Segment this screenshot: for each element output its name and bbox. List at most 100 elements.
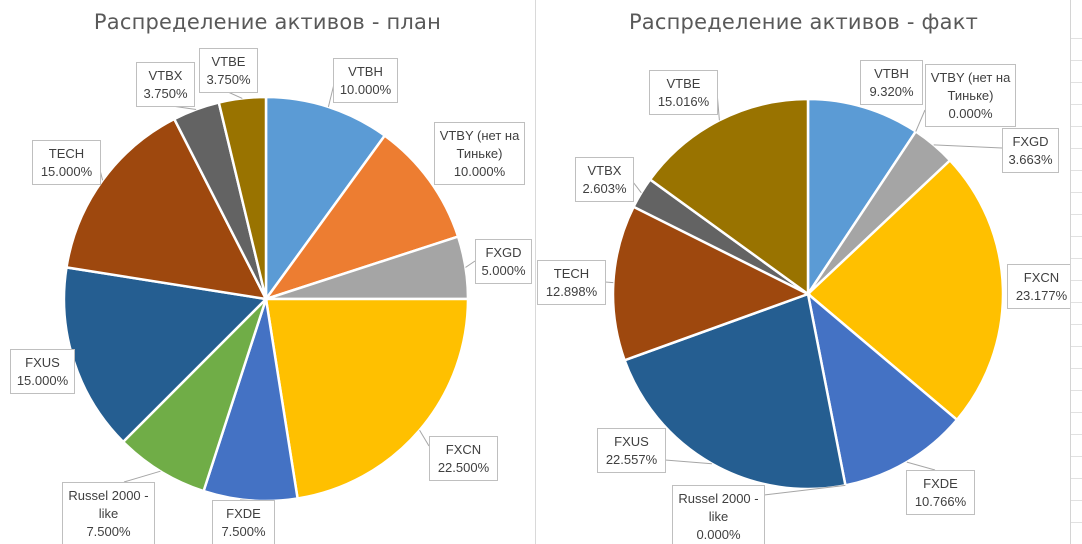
grid-line <box>1071 346 1082 347</box>
fact-label-name: TECH <box>554 266 589 281</box>
plan-label-fxde: FXDE 7.500% <box>212 500 275 544</box>
fact-slice-tech <box>611 205 812 362</box>
fact-slice-fxcn <box>806 158 1005 422</box>
fact-label-name: VTBX <box>588 163 622 178</box>
fact-label-percent: 3.663% <box>1008 152 1053 167</box>
plan-label-russel-2000-like: Russel 2000 - like 7.500% <box>62 482 155 544</box>
grid-line <box>1071 434 1082 435</box>
fact-label-box <box>906 470 975 515</box>
grid-line <box>1071 500 1082 501</box>
fact-label-percent: 10.766% <box>915 494 967 509</box>
fact-leader-vtbx <box>632 181 642 194</box>
fact-label-box <box>537 260 606 305</box>
plan-label-box <box>212 500 275 544</box>
grid-line <box>1071 302 1082 303</box>
grid-line <box>1071 478 1082 479</box>
plan-label-name: TECH <box>49 146 84 161</box>
plan-label-vtby: VTBY (нет на Тиньке) 10.000% <box>434 122 525 185</box>
plan-label-percent: 7.500% <box>221 524 266 539</box>
plan-label-fxgd: FXGD 5.000% <box>475 239 532 284</box>
fact-label-name: VTBE <box>667 76 701 91</box>
plan-label-box <box>434 122 525 185</box>
fact-leader-fxgd <box>933 144 1003 149</box>
chart-fact-pie: VTBH 9.320% VTBY (нет на Тиньке) 0.000% FXGD 3… <box>537 60 1070 544</box>
plan-leader-fxcn <box>419 429 430 447</box>
chart-plan-pie: VTBH 10.000% VTBY (нет на Тиньке) 10.000% FXG… <box>10 48 532 544</box>
fact-label-box <box>649 70 718 115</box>
plan-slice-tech <box>65 117 269 301</box>
grid-line <box>1071 522 1082 523</box>
plan-label-name: Russel 2000 - <box>68 488 148 503</box>
plan-label-name: like <box>99 506 119 521</box>
grid-line <box>1071 368 1082 369</box>
fact-leader-fxus <box>664 459 712 465</box>
plan-label-name: VTBX <box>149 68 183 83</box>
fact-label-percent: 0.000% <box>948 106 993 121</box>
plan-label-fxcn: FXCN 22.500% <box>429 436 498 481</box>
plan-label-tech: TECH 15.000% <box>32 140 101 185</box>
plan-label-percent: 5.000% <box>481 263 526 278</box>
fact-label-box <box>1002 128 1059 173</box>
chart-plan-title: Распределение активов - план <box>93 10 442 34</box>
fact-label-fxus: FXUS 22.557% <box>597 428 666 473</box>
fact-label-percent: 0.000% <box>696 527 741 542</box>
grid-line <box>1071 258 1082 259</box>
plan-label-box <box>475 239 532 284</box>
fact-label-box <box>860 60 923 105</box>
grid-line <box>1071 170 1082 171</box>
fact-label-box <box>597 428 666 473</box>
plan-label-name: FXDE <box>226 506 261 521</box>
fact-leader-fxde <box>906 461 936 471</box>
chart-fact-panel: Распределение активов - факт VTBH 9.320% V… <box>537 0 1070 544</box>
grid-line <box>1071 236 1082 237</box>
spreadsheet-grid-strip <box>1070 0 1082 544</box>
plan-label-name: VTBH <box>348 64 383 79</box>
grid-line <box>1071 280 1082 281</box>
fact-label-name: FXUS <box>614 434 649 449</box>
plan-label-name: FXCN <box>446 442 481 457</box>
plan-label-percent: 22.500% <box>438 460 490 475</box>
grid-line <box>1071 390 1082 391</box>
plan-leader-russel-2000-like <box>123 470 161 483</box>
fact-label-name: VTBH <box>874 66 909 81</box>
fact-label-name: FXDE <box>923 476 958 491</box>
fact-label-percent: 2.603% <box>582 181 627 196</box>
plan-label-name: VTBY (нет на <box>440 128 520 143</box>
fact-label-box <box>1007 264 1070 309</box>
plan-label-box <box>10 349 75 394</box>
plan-label-fxus: FXUS 15.000% <box>10 349 75 394</box>
plan-label-name: FXGD <box>485 245 521 260</box>
fact-label-fxde: FXDE 10.766% <box>906 470 975 515</box>
grid-line <box>1071 60 1082 61</box>
fact-label-name: FXCN <box>1024 270 1059 285</box>
fact-label-vtbh: VTBH 9.320% <box>860 60 923 105</box>
plan-label-box <box>62 482 155 544</box>
plan-label-name: Тиньке) <box>457 146 503 161</box>
plan-label-vtbx: VTBX 3.750% <box>136 62 195 107</box>
fact-leader-tech <box>604 281 614 284</box>
plan-label-percent: 10.000% <box>340 82 392 97</box>
fact-label-vtbx: VTBX 2.603% <box>575 157 634 202</box>
plan-label-percent: 3.750% <box>206 72 251 87</box>
plan-label-box <box>429 436 498 481</box>
fact-label-name: like <box>709 509 729 524</box>
grid-line <box>1071 324 1082 325</box>
fact-label-name: Тиньке) <box>948 88 994 103</box>
plan-leader-fxgd <box>465 260 476 268</box>
grid-line <box>1071 192 1082 193</box>
plan-label-name: VTBE <box>212 54 246 69</box>
fact-label-vtby: VTBY (нет на Тиньке) 0.000% <box>925 64 1016 127</box>
grid-line <box>1071 412 1082 413</box>
plan-label-percent: 3.750% <box>143 86 188 101</box>
plan-label-box <box>333 58 398 103</box>
plan-label-box <box>136 62 195 107</box>
chart-divider <box>535 0 536 544</box>
fact-label-percent: 22.557% <box>606 452 658 467</box>
grid-line <box>1071 38 1082 39</box>
plan-leader-vtbe <box>227 91 243 99</box>
fact-label-percent: 12.898% <box>546 284 598 299</box>
fact-label-percent: 23.177% <box>1016 288 1068 303</box>
grid-line <box>1071 82 1082 83</box>
chart-fact-title: Распределение активов - факт <box>628 10 979 34</box>
plan-label-percent: 10.000% <box>454 164 506 179</box>
